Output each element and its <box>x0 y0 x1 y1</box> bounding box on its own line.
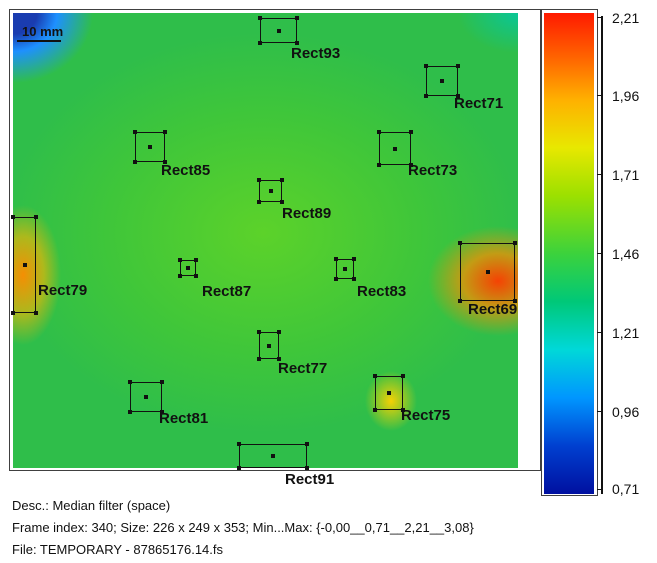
roi-rect73[interactable] <box>377 130 413 167</box>
roi-label-rect81: Rect81 <box>159 410 209 427</box>
info-frame-details: Frame index: 340; Size: 226 x 249 x 353;… <box>12 520 474 535</box>
colorbar-tick <box>597 174 603 175</box>
colorbar-tick-label: 0,71 <box>612 481 640 497</box>
roi-label-rect87: Rect87 <box>202 283 252 300</box>
scale-bar <box>17 40 61 42</box>
roi-rect69[interactable] <box>458 241 517 303</box>
roi-label-rect85: Rect85 <box>161 162 211 179</box>
colorbar-tick-label: 0,96 <box>612 404 640 420</box>
info-file: File: TEMPORARY - 87865176.14.fs <box>12 542 223 557</box>
thermal-image-frame: 10 mm Rect93 Rect71 Rect85 Rect73 Rect89… <box>9 9 541 471</box>
roi-label-rect79: Rect79 <box>38 282 88 299</box>
colorbar-tick <box>597 411 603 412</box>
roi-rect93[interactable] <box>258 16 299 45</box>
roi-label-rect83: Rect83 <box>357 283 407 300</box>
roi-rect91[interactable] <box>237 442 309 470</box>
colorbar-tick <box>597 95 603 96</box>
roi-rect85[interactable] <box>133 130 167 164</box>
roi-label-rect75: Rect75 <box>401 407 451 424</box>
roi-rect89[interactable] <box>257 178 284 204</box>
roi-rect81[interactable] <box>128 380 164 414</box>
roi-rect87[interactable] <box>178 258 198 278</box>
colorbar-tick-label: 1,71 <box>612 167 640 183</box>
colorbar-tick <box>597 17 603 18</box>
roi-rect71[interactable] <box>424 64 460 98</box>
colorbar-tick <box>597 332 603 333</box>
scale-label: 10 mm <box>22 24 64 39</box>
colorbar-axis <box>601 16 603 494</box>
colorbar-tick-label: 1,96 <box>612 88 640 104</box>
roi-label-rect71: Rect71 <box>454 95 504 112</box>
roi-label-rect77: Rect77 <box>278 360 328 377</box>
roi-label-rect91: Rect91 <box>285 471 335 488</box>
thermal-image[interactable] <box>13 13 518 468</box>
roi-label-rect69: Rect69 <box>468 301 518 318</box>
roi-label-rect93: Rect93 <box>291 45 341 62</box>
colorbar-tick-label: 1,21 <box>612 325 640 341</box>
colorbar-tick <box>597 489 603 490</box>
info-description: Desc.: Median filter (space) <box>12 498 171 513</box>
roi-rect77[interactable] <box>257 330 281 361</box>
colorbar-tick-label: 1,46 <box>612 246 640 262</box>
roi-rect83[interactable] <box>334 257 356 281</box>
colorbar[interactable] <box>544 13 594 494</box>
colorbar-tick-label: 2,21 <box>612 10 640 26</box>
roi-label-rect73: Rect73 <box>408 162 458 179</box>
roi-rect79[interactable] <box>11 215 38 315</box>
roi-label-rect89: Rect89 <box>282 205 332 222</box>
roi-rect75[interactable] <box>373 374 405 412</box>
colorbar-tick <box>597 253 603 254</box>
